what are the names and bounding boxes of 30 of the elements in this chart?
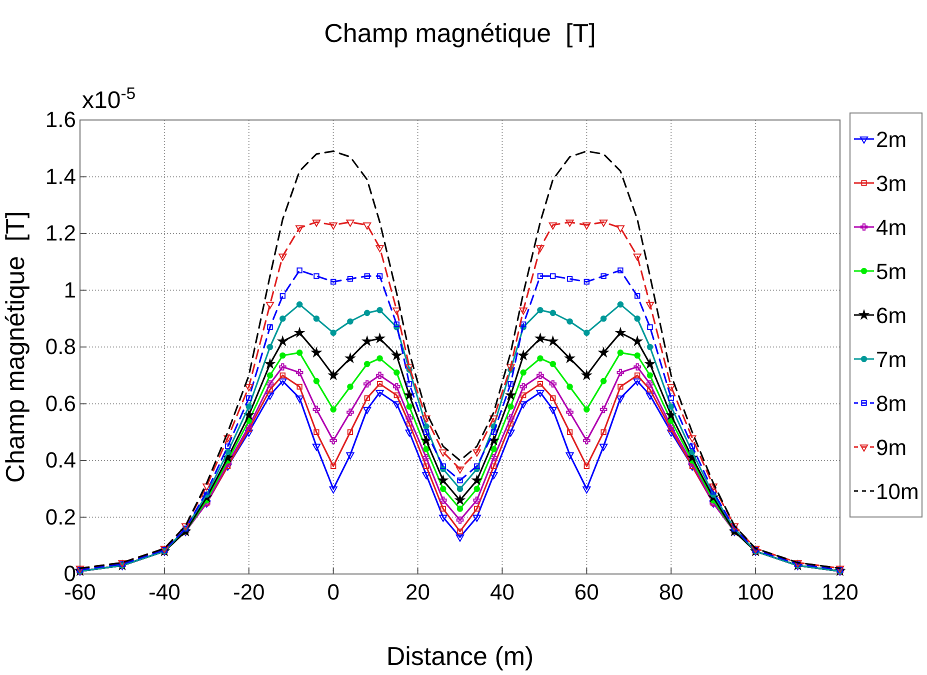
legend-label: 2m xyxy=(876,127,907,152)
x-tick-label: 80 xyxy=(658,580,684,605)
y-axis-title: Champ magnétique [T] xyxy=(0,211,30,483)
x-tick-label: 120 xyxy=(822,580,858,605)
y-tick-label: 0.8 xyxy=(45,334,76,360)
y-tick-label: 0.4 xyxy=(45,448,76,473)
legend-label: 10m xyxy=(876,479,919,504)
x-tick-label: -40 xyxy=(148,580,180,605)
x-tick-label: -20 xyxy=(232,580,265,605)
x-axis-title: Distance (m) xyxy=(386,641,534,671)
legend-label: 6m xyxy=(876,303,907,328)
x-tick-label: 0 xyxy=(327,580,340,605)
x-tick-label: 40 xyxy=(490,580,514,605)
text: x10$^{-5}$ xyxy=(82,84,136,114)
chart-title: Champ magnétique [T] xyxy=(324,18,596,48)
x-tick-label: 60 xyxy=(574,580,599,605)
y-tick-label: 0.6 xyxy=(45,390,76,416)
legend-label: 8m xyxy=(876,391,907,416)
legend-label: 5m xyxy=(876,259,907,284)
x-tick-label: 20 xyxy=(406,580,430,605)
y-tick-label: 1.2 xyxy=(45,220,76,246)
y-tick-label: 1.4 xyxy=(45,164,76,189)
x-tick-label: 100 xyxy=(737,580,774,605)
y-tick-label: 1 xyxy=(64,277,76,302)
legend-label: 3m xyxy=(876,171,907,196)
legend-label: 7m xyxy=(876,347,907,372)
legend-label: 9m xyxy=(876,435,907,460)
y-tick-label: 1.6 xyxy=(45,107,76,132)
legend-label: 4m xyxy=(876,215,907,240)
y-tick-label: 0.2 xyxy=(45,504,76,530)
